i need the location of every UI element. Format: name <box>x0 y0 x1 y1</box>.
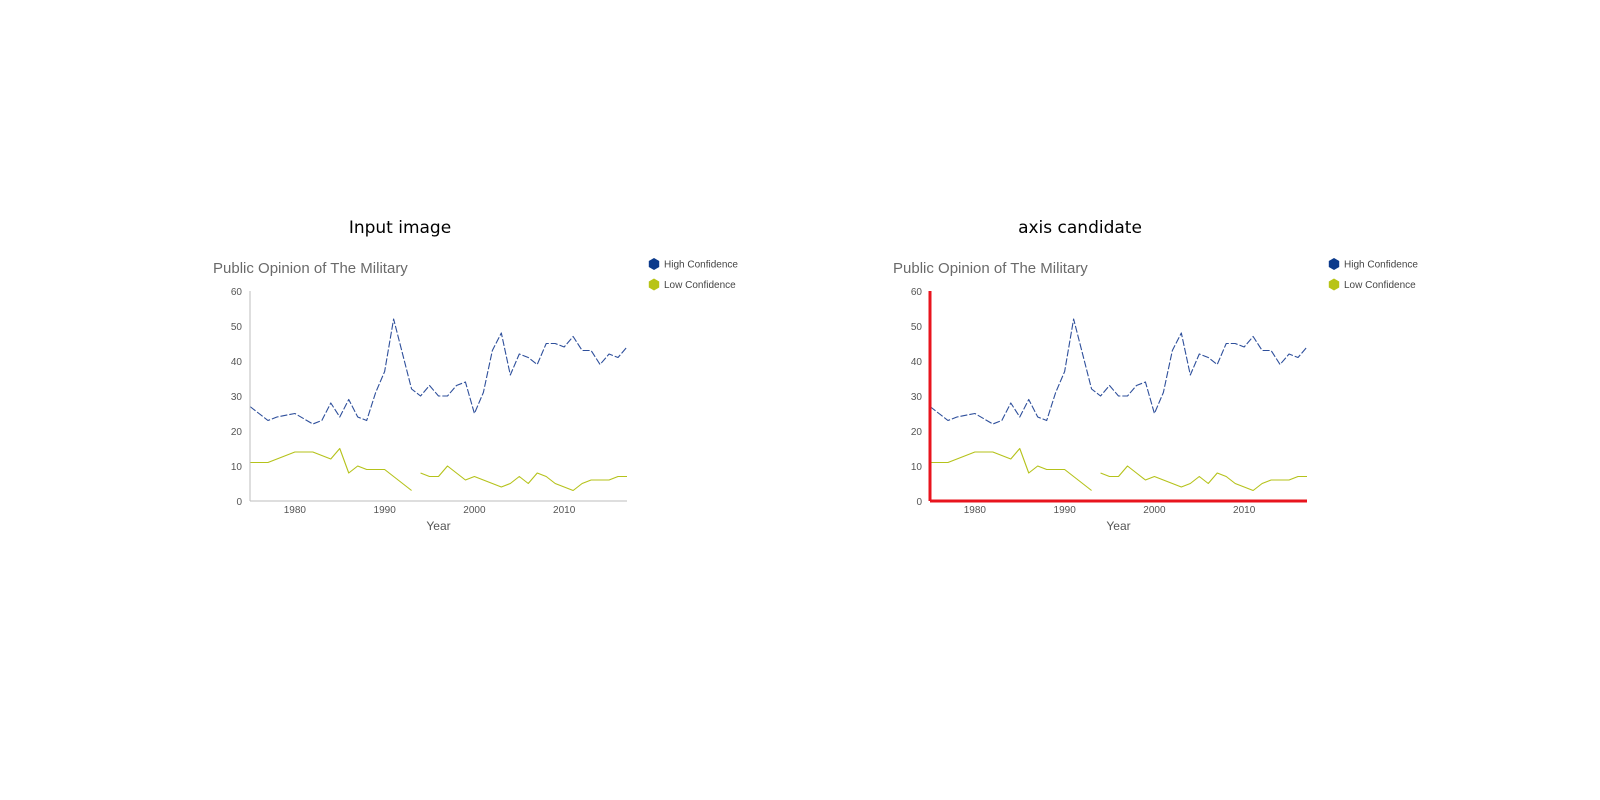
x-axis-title: Year <box>1106 519 1130 533</box>
low-confidence-series-line <box>420 465 627 492</box>
y-tick-label: 0 <box>236 497 242 508</box>
y-tick-label: 30 <box>231 392 243 403</box>
x-tick-label: 1990 <box>1054 505 1077 516</box>
chart-title: Public Opinion of The Military <box>893 260 1088 277</box>
x-tick-label: 1990 <box>374 505 397 516</box>
x-tick-label: 2010 <box>1233 505 1256 516</box>
high-confidence-series-line <box>249 318 628 425</box>
y-tick-label: 40 <box>911 357 923 368</box>
y-tick-label: 60 <box>911 287 923 298</box>
y-tick-label: 10 <box>911 462 923 473</box>
y-tick-label: 50 <box>911 322 923 333</box>
legend-label: Low Confidence <box>664 280 736 291</box>
legend-marker-icon <box>1328 258 1340 270</box>
x-tick-label: 1980 <box>964 505 987 516</box>
low-confidence-series-line <box>930 447 1092 491</box>
x-tick-label: 2010 <box>553 505 576 516</box>
panel-input-image: Input image Public Opinion of The Milita… <box>213 218 738 533</box>
legend-marker-icon <box>1328 278 1340 291</box>
x-tick-label: 1980 <box>284 505 307 516</box>
y-tick-label: 10 <box>231 462 243 473</box>
panel-heading: axis candidate <box>1018 218 1142 238</box>
x-tick-label: 2000 <box>463 505 486 516</box>
legend-label: Low Confidence <box>1344 280 1416 291</box>
legend-marker-icon <box>648 278 660 291</box>
line-chart: Public Opinion of The Military 0 10 20 30 40 5… <box>213 258 738 533</box>
y-tick-label: 20 <box>231 427 243 438</box>
x-axis-title: Year <box>426 519 450 533</box>
legend-label: High Confidence <box>664 260 738 271</box>
legend-marker-icon <box>648 258 660 270</box>
panel-axis-candidate: axis candidate Public Opinion of The Mil… <box>680 0 1480 800</box>
high-confidence-series-line <box>929 318 1308 425</box>
y-tick-label: 40 <box>231 357 243 368</box>
legend-label: High Confidence <box>1344 260 1418 271</box>
y-tick-label: 50 <box>231 322 243 333</box>
panel-heading: Input image <box>348 218 452 238</box>
low-confidence-series-line <box>1100 465 1307 492</box>
chart-title: Public Opinion of The Military <box>213 260 408 277</box>
y-tick-label: 20 <box>911 427 923 438</box>
low-confidence-series-line <box>250 447 412 491</box>
y-tick-label: 60 <box>231 287 243 298</box>
y-tick-label: 0 <box>916 497 922 508</box>
y-tick-label: 30 <box>911 392 923 403</box>
line-chart: Public Opinion of The Military 0 10 20 30 40 5… <box>893 258 1418 533</box>
x-tick-label: 2000 <box>1143 505 1166 516</box>
